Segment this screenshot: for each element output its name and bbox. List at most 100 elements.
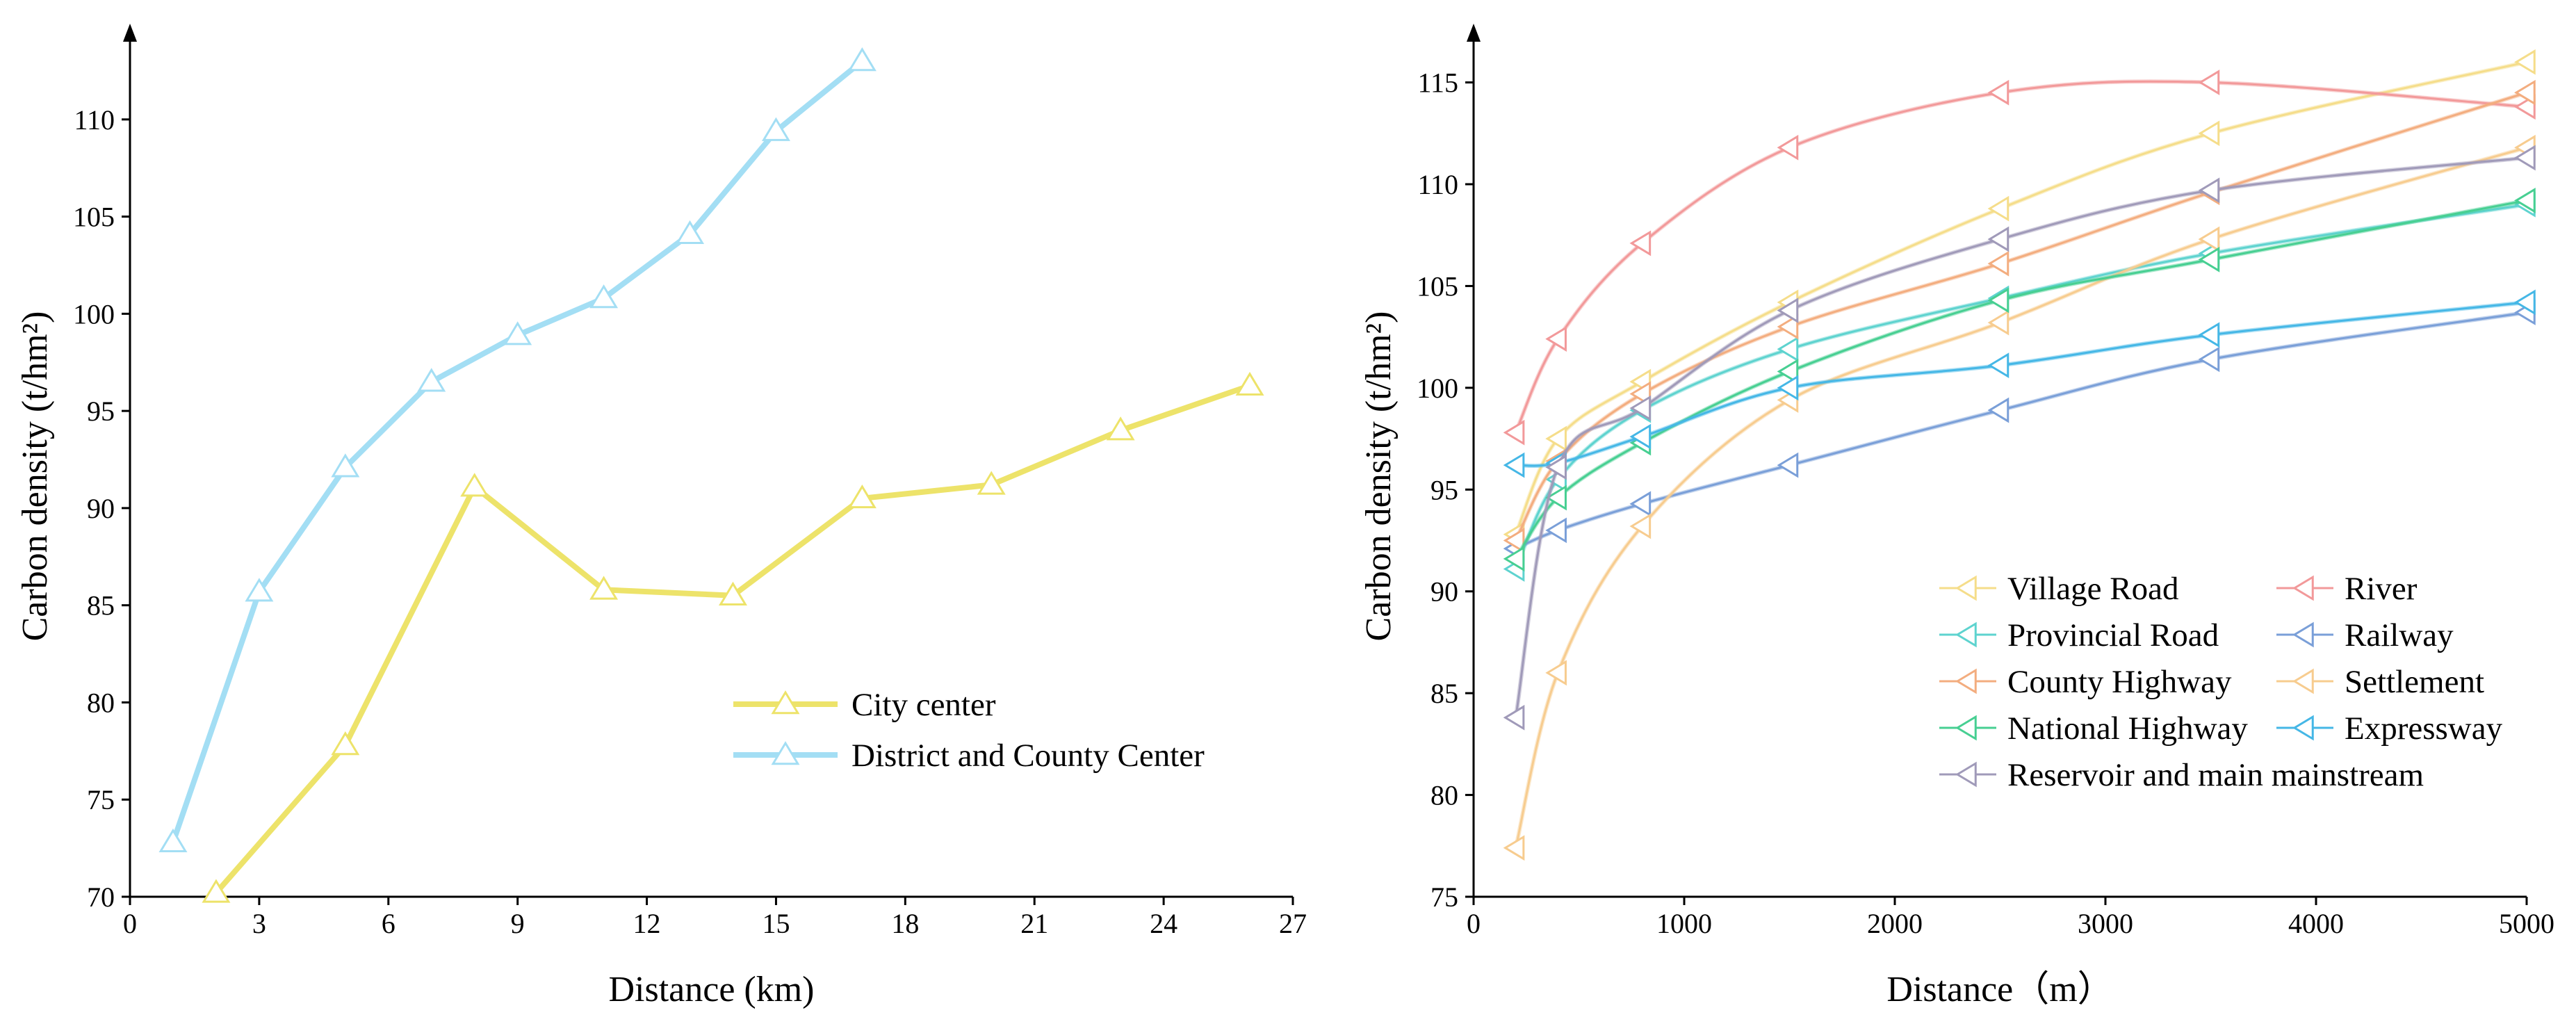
x-tick-label: 18	[891, 908, 919, 939]
data-point-marker	[331, 731, 360, 756]
legend-label: Settlement	[2345, 664, 2484, 700]
data-point-marker	[718, 581, 747, 605]
legend-entry-village-road: Village Road	[1939, 571, 2178, 607]
series-district-and-county-center	[158, 47, 877, 852]
legend-entry-river: River	[2276, 571, 2418, 607]
y-axis-title: Carbon density (t/hm²)	[15, 311, 55, 642]
data-point-marker	[1987, 250, 2010, 277]
legend-entry-expressway: Expressway	[2276, 710, 2503, 747]
x-tick-label: 3	[252, 908, 266, 939]
legend-marker-icon	[2292, 575, 2314, 601]
data-point-marker	[1987, 195, 2010, 222]
y-axis-title: Carbon density (t/hm²)	[1359, 311, 1399, 642]
legend-marker-icon	[771, 741, 800, 765]
data-point-marker	[1629, 230, 1652, 257]
data-point-marker	[503, 321, 532, 345]
legend-entry-provincial-road: Provincial Road	[1939, 617, 2219, 653]
x-tick-label: 4000	[2288, 908, 2344, 939]
x-tick-label: 15	[762, 908, 790, 939]
y-tick-label: 105	[73, 202, 115, 233]
legend-marker-icon	[1955, 575, 1977, 601]
legend-entry-settlement: Settlement	[2276, 664, 2484, 700]
x-tick-label: 1000	[1656, 908, 1712, 939]
y-tick-label: 85	[87, 590, 115, 621]
chart-1: 0 3 6 9 12 15 18 21 24 27 70 75 80 85 90 95 100 105 110 Dis…	[15, 24, 1307, 1009]
data-point-marker	[847, 47, 877, 72]
data-point-marker	[2198, 346, 2220, 373]
series-line	[1515, 60, 2527, 535]
legend-label: National Highway	[2007, 710, 2248, 747]
data-point-marker	[460, 473, 489, 497]
legend-marker-icon	[1955, 621, 1977, 648]
x-tick-label: 24	[1150, 908, 1177, 939]
legend-entry-district-and-county-center: District and County Center	[733, 738, 1205, 774]
data-point-marker	[761, 117, 790, 141]
series-line	[1515, 203, 2527, 570]
data-point-marker	[1987, 79, 2010, 106]
y-tick-label: 100	[1417, 373, 1458, 404]
data-point-marker	[589, 284, 619, 309]
legend-entry-city-center: City center	[733, 687, 996, 723]
legend-label: County Highway	[2007, 664, 2232, 700]
data-point-marker	[977, 471, 1006, 495]
legend-marker-icon	[1955, 715, 1977, 741]
data-point-marker	[1503, 528, 1525, 553]
data-point-marker	[1545, 660, 1567, 686]
series-line-halo	[1515, 300, 2527, 469]
legend-marker-icon	[771, 690, 800, 715]
data-point-marker	[1987, 397, 2010, 423]
y-tick-label: 110	[74, 104, 115, 136]
legend-marker-icon	[1955, 668, 1977, 694]
data-point-marker	[1987, 287, 2010, 314]
data-point-marker	[245, 578, 274, 602]
series-line	[1515, 311, 2527, 550]
data-point-marker	[1777, 314, 1799, 340]
data-point-marker	[1503, 835, 1525, 861]
legend-label: Railway	[2345, 617, 2454, 653]
y-tick-label: 75	[1430, 881, 1458, 913]
series-line-halo	[1513, 202, 2527, 570]
data-point-marker	[1545, 454, 1567, 480]
legend-marker-icon	[2292, 715, 2314, 741]
data-point-marker	[1777, 452, 1799, 478]
legend-label: Expressway	[2345, 710, 2503, 747]
y-axis-arrow-icon	[123, 24, 137, 42]
x-tick-label: 0	[1467, 908, 1481, 939]
series-railway	[1503, 300, 2536, 562]
series-line	[213, 383, 1251, 895]
series-line	[1515, 91, 2527, 542]
legend-label: Provincial Road	[2007, 617, 2219, 653]
series-line	[1515, 156, 2527, 718]
legend-entry-reservoir-and-main-mainstream: Reservoir and main mainstream	[1939, 757, 2424, 793]
data-point-marker	[2198, 177, 2220, 204]
x-tick-label: 27	[1279, 908, 1307, 939]
data-point-marker	[1777, 359, 1799, 384]
data-point-marker	[2198, 322, 2220, 348]
data-point-marker	[1545, 485, 1567, 511]
legend-marker-icon	[1955, 761, 1977, 788]
legend-label: Reservoir and main mainstream	[2007, 757, 2424, 793]
series-line-halo	[1513, 60, 2527, 535]
data-point-marker	[331, 453, 360, 478]
data-point-marker	[2514, 49, 2536, 75]
data-point-marker	[2198, 120, 2220, 147]
data-point-marker	[1545, 517, 1567, 544]
data-point-marker	[1629, 513, 1652, 539]
data-point-marker	[2514, 188, 2536, 213]
y-tick-label: 90	[87, 493, 115, 524]
x-tick-label: 9	[511, 908, 525, 939]
x-tick-label: 2000	[1867, 908, 1923, 939]
series-line	[1515, 301, 2527, 467]
x-axis-title: Distance（m）	[1886, 970, 2113, 1009]
data-point-marker	[1777, 336, 1799, 362]
data-point-marker	[2514, 289, 2536, 316]
series-provincial-road	[1503, 191, 2536, 582]
y-tick-label: 85	[1430, 678, 1458, 709]
legend-entry-railway: Railway	[2276, 617, 2454, 653]
y-tick-label: 115	[1417, 67, 1458, 99]
data-point-marker	[847, 485, 877, 509]
y-axis-arrow-icon	[1467, 24, 1481, 42]
y-tick-label: 105	[1417, 270, 1458, 302]
